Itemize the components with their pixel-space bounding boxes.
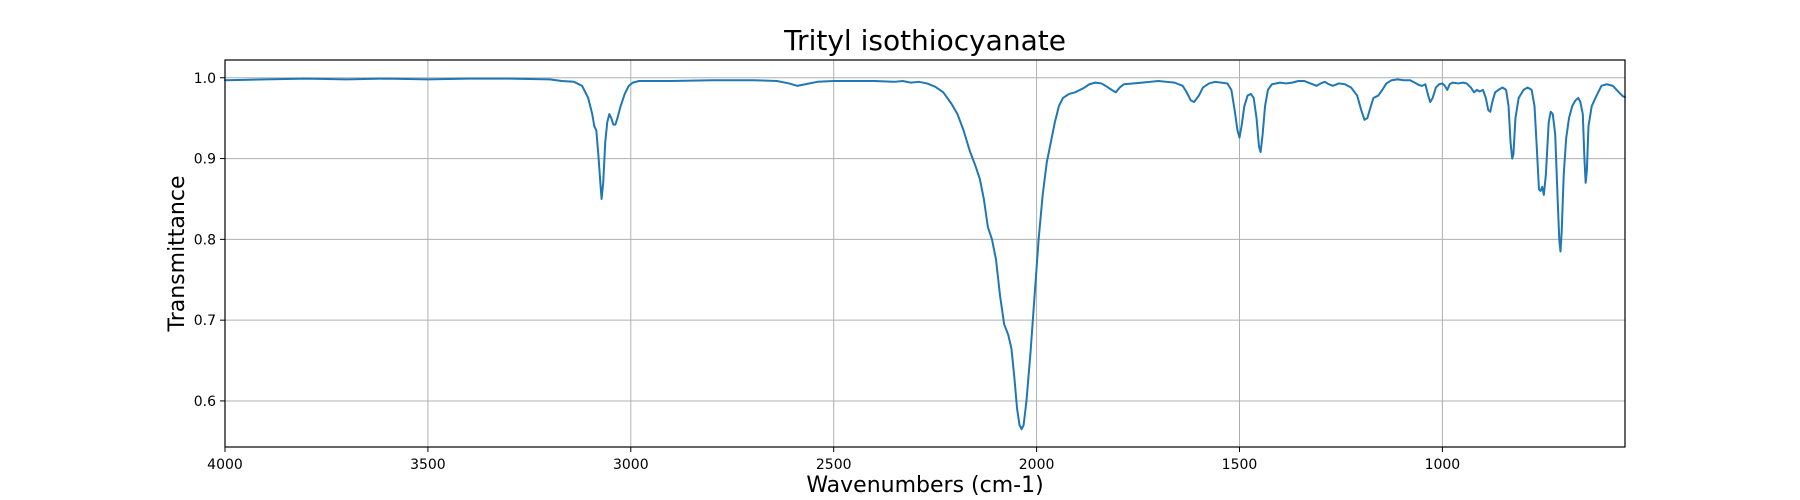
y-tick-label: 0.8 — [194, 232, 216, 248]
x-tick-layer: 4000 3500 3000 2500 2000 1500 1000 — [207, 447, 1460, 473]
x-tick-label: 3000 — [613, 457, 649, 473]
y-tick-label: 0.7 — [194, 313, 216, 329]
spectrum-line — [224, 77, 1626, 431]
plot-frame — [224, 59, 1626, 448]
chart-title: Trityl isothiocyanate — [783, 24, 1066, 57]
x-tick-label: 4000 — [207, 457, 243, 473]
grid-layer — [224, 60, 1625, 447]
x-tick-label: 2000 — [1019, 457, 1055, 473]
x-tick-label: 3500 — [410, 457, 446, 473]
x-tick-label: 1000 — [1425, 457, 1461, 473]
y-tick-label: 0.9 — [194, 152, 216, 168]
x-axis-label: Wavenumbers (cm-1) — [806, 473, 1043, 498]
x-tick-label: 1500 — [1222, 457, 1258, 473]
y-tick-label: 0.6 — [194, 394, 216, 410]
y-tick-label: 1.0 — [194, 71, 216, 87]
x-tick-label: 2500 — [816, 457, 852, 473]
series-layer — [224, 77, 1626, 431]
y-tick-layer: 0.6 0.7 0.8 0.9 1.0 — [194, 71, 225, 410]
y-axis-label: Transmittance — [165, 176, 190, 333]
